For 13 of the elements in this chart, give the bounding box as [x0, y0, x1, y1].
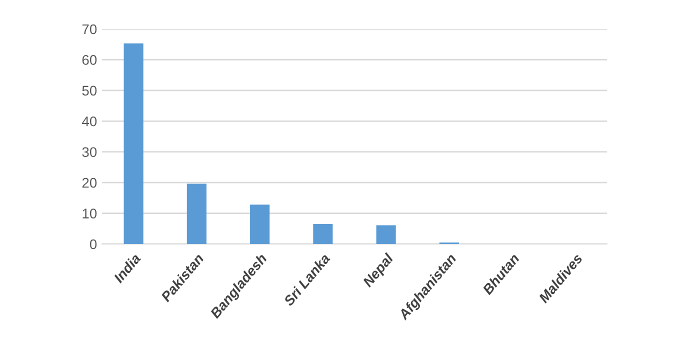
y-tick-label: 50	[82, 86, 97, 96]
y-tick-label: 20	[82, 178, 97, 188]
y-tick-label: 30	[82, 147, 97, 158]
bar	[186, 184, 206, 244]
y-tick-label: 40	[82, 116, 97, 126]
bar	[376, 225, 396, 244]
bar	[313, 224, 333, 244]
y-tick-label: 70	[82, 24, 97, 34]
y-tick-label: 60	[82, 55, 97, 65]
y-tick-label: 10	[82, 208, 97, 218]
bar	[250, 204, 270, 244]
y-tick-label: 0	[90, 239, 97, 250]
bar	[124, 43, 144, 244]
